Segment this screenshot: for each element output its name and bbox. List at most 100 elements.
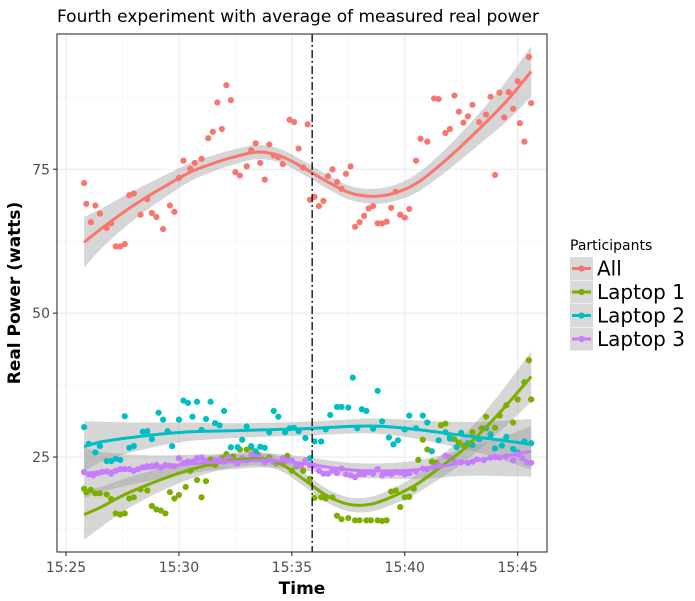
data-point xyxy=(202,415,210,423)
data-point xyxy=(252,140,259,147)
data-point xyxy=(315,202,323,210)
data-point xyxy=(148,436,155,443)
data-point xyxy=(519,455,526,462)
x-tick-label: 15:25 xyxy=(46,560,86,576)
data-point xyxy=(435,95,442,103)
x-axis: 15:25 15:30 15:35 15:40 15:45 xyxy=(46,552,538,576)
data-point xyxy=(406,205,413,213)
data-point xyxy=(523,459,530,466)
data-point xyxy=(356,471,363,478)
data-point xyxy=(184,399,192,407)
data-point xyxy=(139,428,146,435)
data-point xyxy=(435,437,442,444)
data-point xyxy=(144,487,151,494)
data-point xyxy=(290,118,298,126)
data-point xyxy=(351,517,359,524)
data-point xyxy=(160,226,167,233)
data-point xyxy=(383,517,390,524)
legend-title: Participants xyxy=(570,238,652,254)
data-point xyxy=(227,97,234,104)
data-point xyxy=(261,176,268,183)
data-point xyxy=(342,170,350,177)
fit-lines xyxy=(83,70,533,516)
data-point xyxy=(96,490,104,497)
y-axis-title: Real Power (watts) xyxy=(5,202,25,385)
data-point xyxy=(338,403,345,411)
data-point xyxy=(419,412,426,419)
data-point xyxy=(482,111,490,118)
data-point xyxy=(209,128,216,135)
legend-key-point xyxy=(578,288,585,296)
data-point xyxy=(166,202,174,209)
data-point xyxy=(148,502,155,510)
data-point xyxy=(193,398,201,405)
data-point xyxy=(487,432,494,439)
data-point xyxy=(137,211,144,218)
data-point xyxy=(374,220,381,227)
data-point xyxy=(220,407,228,415)
y-axis: 25 50 75 xyxy=(32,162,57,466)
data-point xyxy=(401,494,408,501)
data-point xyxy=(516,120,524,127)
data-point xyxy=(374,387,381,394)
x-tick-label: 15:35 xyxy=(272,560,312,576)
data-point xyxy=(476,118,483,126)
data-point xyxy=(216,422,223,429)
data-point xyxy=(514,78,521,85)
data-point xyxy=(306,196,314,203)
data-point xyxy=(491,445,499,452)
data-point xyxy=(243,163,250,170)
legend-key-point xyxy=(578,335,585,343)
data-point xyxy=(525,357,533,364)
data-point xyxy=(155,409,162,416)
data-point xyxy=(320,197,327,205)
data-point xyxy=(198,494,205,501)
data-point xyxy=(306,475,314,483)
data-point xyxy=(345,514,352,522)
data-point xyxy=(498,442,505,449)
data-point xyxy=(503,433,510,440)
data-point xyxy=(80,179,88,187)
data-point xyxy=(428,448,435,455)
data-point xyxy=(189,413,196,420)
data-point xyxy=(252,448,259,455)
data-point xyxy=(351,474,359,481)
data-point xyxy=(446,435,454,442)
legend-label: Laptop 3 xyxy=(597,327,685,351)
data-point xyxy=(311,193,318,200)
data-point xyxy=(500,114,508,121)
data-point xyxy=(121,510,128,517)
data-point xyxy=(248,442,255,450)
fit-line xyxy=(84,449,532,475)
data-point xyxy=(333,512,341,519)
data-point xyxy=(397,504,404,511)
data-point xyxy=(193,455,201,462)
data-point xyxy=(510,445,517,453)
data-point xyxy=(415,456,422,464)
data-point xyxy=(510,105,517,112)
data-point xyxy=(345,404,352,411)
data-point xyxy=(356,517,363,524)
data-point xyxy=(112,243,119,250)
data-point xyxy=(370,202,377,210)
data-point xyxy=(153,213,160,221)
fit-line xyxy=(83,70,533,244)
data-point xyxy=(385,434,393,441)
data-point xyxy=(171,208,178,215)
data-point xyxy=(347,163,354,170)
data-point xyxy=(367,517,374,524)
data-point xyxy=(180,157,187,164)
data-point xyxy=(406,412,413,419)
data-point xyxy=(487,93,494,100)
data-point xyxy=(528,99,535,107)
data-point xyxy=(92,449,99,456)
data-point xyxy=(469,429,476,436)
data-point xyxy=(171,495,178,502)
data-point xyxy=(442,420,449,427)
data-point xyxy=(525,53,533,61)
data-point xyxy=(80,424,88,431)
data-point xyxy=(175,455,183,462)
data-point xyxy=(510,457,517,464)
data-point xyxy=(419,436,426,443)
